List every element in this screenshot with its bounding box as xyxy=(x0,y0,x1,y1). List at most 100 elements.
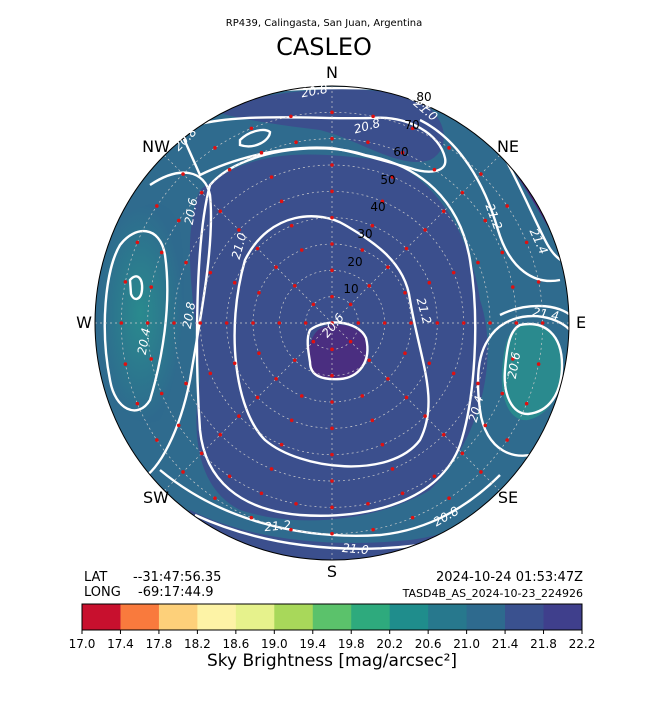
contour-label: 21.0 xyxy=(341,541,369,557)
sample-point xyxy=(159,391,164,396)
colorbar-tick-label: 17.4 xyxy=(107,637,134,651)
sample-point xyxy=(505,204,509,208)
sample-point xyxy=(367,358,372,363)
radial-tick-label: 70 xyxy=(404,118,419,132)
sample-point xyxy=(460,190,465,195)
sample-point xyxy=(145,321,150,325)
sample-point xyxy=(274,265,278,269)
colorbar-segment xyxy=(389,604,429,630)
chart-subtitle: RP439, Calingasta, San Juan, Argentina xyxy=(225,18,423,29)
sample-point xyxy=(213,146,217,150)
contour-label: 20.8 xyxy=(180,301,198,330)
sample-point xyxy=(255,395,260,400)
sample-point xyxy=(176,218,181,223)
radial-tick-label: 10 xyxy=(343,282,358,296)
sample-point xyxy=(176,423,181,428)
colorbar-segment xyxy=(351,604,391,630)
sample-point xyxy=(427,361,432,366)
radial-tick-label: 40 xyxy=(370,200,385,214)
sample-point xyxy=(510,357,515,361)
sample-point xyxy=(155,204,159,208)
sample-point xyxy=(483,218,488,223)
sample-point xyxy=(432,167,437,172)
direction-label-nw: NW xyxy=(142,137,170,156)
sample-point xyxy=(461,321,466,325)
sample-point xyxy=(218,209,223,214)
timestamp: 2024-10-24 01:53:47Z xyxy=(436,570,583,585)
colorbar-segment xyxy=(82,604,121,630)
colorbar-tick-label: 20.6 xyxy=(415,637,442,651)
colorbar-tick-label: 20.2 xyxy=(376,637,403,651)
contour-labels: 20.8 21.0 20.8 20.8 20.6 21.0 21.2 21.4 20.6 20.4… xyxy=(135,82,560,557)
sample-point xyxy=(371,527,375,532)
sample-point xyxy=(277,321,282,325)
colorbar-segment xyxy=(235,604,275,630)
colorbar-tick-label: 18.2 xyxy=(184,637,211,651)
colorbar-segment xyxy=(312,604,352,630)
sample-point xyxy=(269,175,274,179)
sample-point xyxy=(330,505,334,510)
sample-point xyxy=(423,414,427,418)
sample-point xyxy=(371,114,375,119)
sample-point xyxy=(292,358,297,363)
sample-point xyxy=(390,467,395,471)
sample-point xyxy=(403,351,407,356)
sample-point xyxy=(208,371,213,376)
contour-label: 20.8 xyxy=(352,116,382,137)
sample-point xyxy=(224,321,229,325)
radial-tick-label: 30 xyxy=(357,227,372,241)
sample-point xyxy=(386,265,390,269)
sample-point xyxy=(181,172,185,176)
sample-point xyxy=(251,321,255,325)
horizon-circle xyxy=(94,85,570,561)
radial-tick-label: 80 xyxy=(416,90,431,104)
sample-point xyxy=(432,474,437,479)
sample-point xyxy=(181,470,185,474)
sample-point xyxy=(403,290,407,295)
sample-point xyxy=(330,400,334,404)
sample-point xyxy=(123,280,128,284)
sample-point xyxy=(510,285,515,289)
sample-point xyxy=(348,302,353,307)
sample-point xyxy=(360,248,365,252)
latitude-label: LAT xyxy=(84,570,108,585)
colorbar-tick-label: 17.8 xyxy=(146,637,173,651)
sample-point xyxy=(274,377,278,381)
colorbar-frame xyxy=(81,603,583,631)
colorbar-tick-label: 19.0 xyxy=(261,637,288,651)
sample-point xyxy=(366,140,370,145)
colorbar-tick-label: 21.4 xyxy=(492,637,519,651)
colorbar-tick-label: 19.8 xyxy=(338,637,365,651)
sample-point xyxy=(227,474,232,479)
sample-point xyxy=(540,321,545,325)
latitude-value: --31:47:56.35 xyxy=(133,570,222,585)
sample-point xyxy=(149,285,154,289)
contour-label: 21.4 xyxy=(531,305,560,323)
direction-label-e: E xyxy=(576,313,586,332)
sample-point xyxy=(536,280,541,284)
sample-point xyxy=(237,414,241,418)
colorbar-tick-label: 21.8 xyxy=(530,637,557,651)
sample-point xyxy=(500,250,505,255)
sample-point xyxy=(514,321,519,325)
sample-point xyxy=(330,163,334,167)
sample-point xyxy=(410,126,415,131)
colorbar-label: Sky Brightness [mag/arcsec²] xyxy=(206,651,458,671)
sample-point xyxy=(479,172,483,176)
sample-point xyxy=(348,339,353,344)
sample-point xyxy=(476,260,480,265)
sample-point xyxy=(400,150,405,155)
sample-point xyxy=(360,394,365,398)
sample-point xyxy=(479,470,483,474)
sample-point xyxy=(119,321,124,325)
sample-point xyxy=(199,190,204,195)
sample-points xyxy=(119,110,545,536)
sample-point xyxy=(259,150,264,155)
colorbar-segment xyxy=(274,604,314,630)
sample-point xyxy=(423,228,427,232)
sample-point xyxy=(227,167,232,172)
colorbar: 17.0 17.4 17.8 18.2 18.6 19.0 19.4 19.8 20.2 20.6… xyxy=(69,603,595,651)
sample-point xyxy=(451,371,456,376)
sample-point xyxy=(427,280,432,285)
